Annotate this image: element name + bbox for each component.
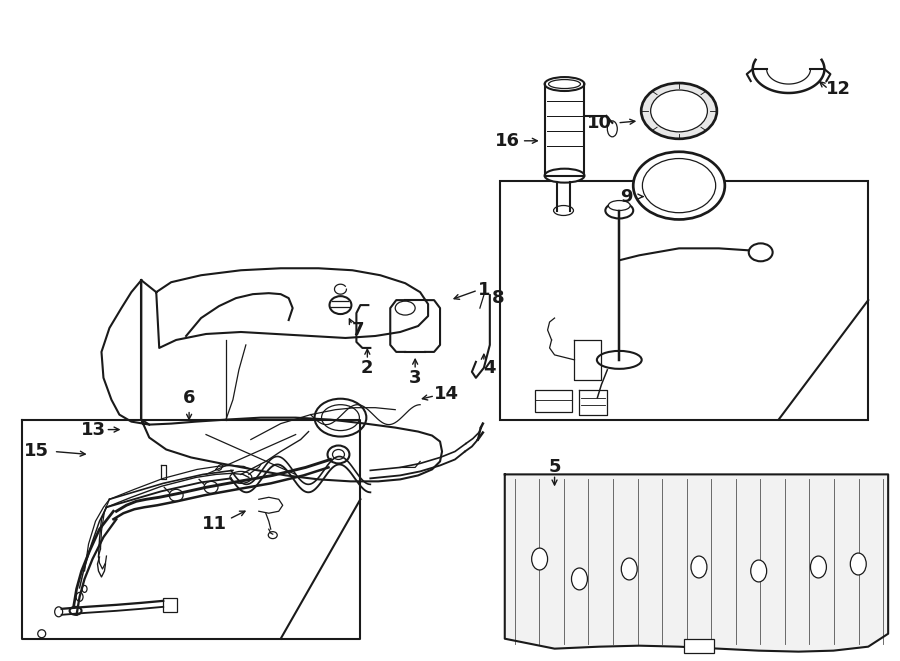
Text: 14: 14 xyxy=(434,385,458,403)
Ellipse shape xyxy=(651,90,707,132)
Ellipse shape xyxy=(169,489,183,501)
Text: 4: 4 xyxy=(483,359,496,377)
Ellipse shape xyxy=(749,243,772,261)
Text: 2: 2 xyxy=(361,359,374,377)
Ellipse shape xyxy=(328,446,349,463)
Ellipse shape xyxy=(641,83,717,139)
Ellipse shape xyxy=(608,121,617,137)
Ellipse shape xyxy=(606,202,634,219)
Ellipse shape xyxy=(554,206,573,215)
Text: 8: 8 xyxy=(491,289,504,307)
Text: 7: 7 xyxy=(352,321,365,339)
Text: 9: 9 xyxy=(620,188,633,206)
Ellipse shape xyxy=(621,558,637,580)
Text: 5: 5 xyxy=(548,459,561,477)
Ellipse shape xyxy=(751,560,767,582)
Ellipse shape xyxy=(69,607,82,615)
Ellipse shape xyxy=(38,630,46,638)
Text: 16: 16 xyxy=(495,132,520,150)
Ellipse shape xyxy=(332,449,345,459)
Ellipse shape xyxy=(329,296,351,314)
Ellipse shape xyxy=(55,607,63,617)
Ellipse shape xyxy=(544,169,584,182)
Ellipse shape xyxy=(634,152,724,219)
Ellipse shape xyxy=(597,351,642,369)
Ellipse shape xyxy=(691,556,707,578)
Text: 1: 1 xyxy=(478,281,491,299)
Bar xyxy=(684,639,714,652)
Text: 3: 3 xyxy=(409,369,421,387)
Ellipse shape xyxy=(811,556,826,578)
Bar xyxy=(535,390,572,412)
Ellipse shape xyxy=(532,548,547,570)
Text: 12: 12 xyxy=(826,80,850,98)
Ellipse shape xyxy=(572,568,588,590)
Ellipse shape xyxy=(608,200,630,210)
Text: 15: 15 xyxy=(24,442,50,461)
Text: 6: 6 xyxy=(183,389,195,407)
Ellipse shape xyxy=(549,79,580,89)
Ellipse shape xyxy=(204,481,218,493)
Ellipse shape xyxy=(544,77,584,91)
Ellipse shape xyxy=(850,553,866,575)
Polygon shape xyxy=(505,475,888,652)
Text: 11: 11 xyxy=(202,515,227,533)
Text: 10: 10 xyxy=(587,114,612,132)
Ellipse shape xyxy=(643,159,716,213)
Ellipse shape xyxy=(268,531,277,539)
Bar xyxy=(163,598,177,612)
Text: 13: 13 xyxy=(81,420,106,439)
